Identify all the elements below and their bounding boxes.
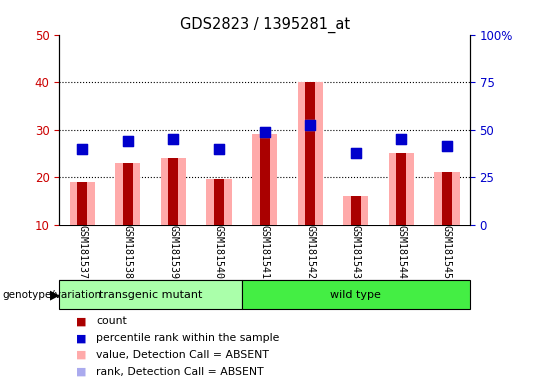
Point — [78, 146, 86, 152]
Text: GSM181544: GSM181544 — [396, 225, 407, 280]
Bar — [252, 134, 277, 225]
Bar — [435, 172, 460, 225]
Point — [352, 150, 360, 156]
Bar — [242, 280, 470, 309]
Text: rank, Detection Call = ABSENT: rank, Detection Call = ABSENT — [96, 367, 264, 377]
Bar — [168, 158, 178, 225]
Point — [215, 146, 224, 152]
Text: percentile rank within the sample: percentile rank within the sample — [96, 333, 280, 343]
Bar — [343, 196, 368, 225]
Point — [260, 129, 269, 135]
Bar — [123, 163, 133, 225]
Title: GDS2823 / 1395281_at: GDS2823 / 1395281_at — [179, 17, 350, 33]
Text: ■: ■ — [76, 367, 86, 377]
Point — [215, 146, 224, 152]
Text: GSM181545: GSM181545 — [442, 225, 452, 280]
Bar — [206, 179, 232, 225]
Bar — [59, 280, 242, 309]
Bar — [396, 153, 407, 225]
Point — [124, 138, 132, 144]
Bar — [70, 182, 94, 225]
Text: GSM181539: GSM181539 — [168, 225, 178, 280]
Bar — [442, 172, 452, 225]
Text: value, Detection Call = ABSENT: value, Detection Call = ABSENT — [96, 350, 269, 360]
Point — [443, 143, 451, 149]
Text: ■: ■ — [76, 333, 86, 343]
Text: ▶: ▶ — [50, 288, 59, 301]
Text: genotype/variation: genotype/variation — [3, 290, 102, 300]
Point — [169, 136, 178, 142]
Bar — [260, 134, 269, 225]
Text: GSM181541: GSM181541 — [260, 225, 269, 280]
Point — [260, 129, 269, 135]
Text: GSM181543: GSM181543 — [351, 225, 361, 280]
Text: GSM181540: GSM181540 — [214, 225, 224, 280]
Text: transgenic mutant: transgenic mutant — [99, 290, 202, 300]
Text: count: count — [96, 316, 127, 326]
Point — [306, 122, 314, 128]
Point — [78, 146, 86, 152]
Text: GSM181537: GSM181537 — [77, 225, 87, 280]
Text: wild type: wild type — [330, 290, 381, 300]
Point — [397, 136, 406, 142]
Bar — [115, 163, 140, 225]
Bar — [161, 158, 186, 225]
Bar — [305, 82, 315, 225]
Bar — [298, 82, 323, 225]
Point — [352, 150, 360, 156]
Point — [124, 138, 132, 144]
Text: ■: ■ — [76, 316, 86, 326]
Text: GSM181538: GSM181538 — [123, 225, 133, 280]
Text: GSM181542: GSM181542 — [305, 225, 315, 280]
Point — [169, 136, 178, 142]
Text: ■: ■ — [76, 350, 86, 360]
Point — [306, 122, 314, 128]
Point — [397, 136, 406, 142]
Point — [443, 143, 451, 149]
Bar — [351, 196, 361, 225]
Bar — [214, 179, 224, 225]
Bar — [389, 153, 414, 225]
Bar — [77, 182, 87, 225]
